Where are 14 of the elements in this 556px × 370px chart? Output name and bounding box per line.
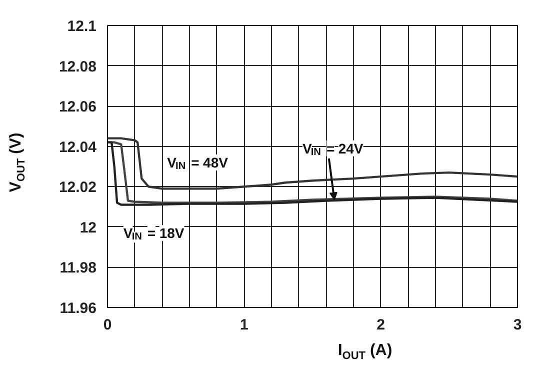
x-tick-label: 2 bbox=[376, 316, 386, 334]
y-tick-label: 12 bbox=[80, 219, 97, 236]
x-axis-title: I$_{OUT}$ (A) bbox=[336, 341, 394, 364]
y-tick-label: 11.96 bbox=[60, 300, 97, 317]
y-tick-label: 11.98 bbox=[60, 260, 97, 277]
line-series bbox=[108, 137, 518, 190]
y-tick-label: 12.02 bbox=[58, 179, 97, 196]
y-tick-label: 12.06 bbox=[58, 98, 97, 116]
x-tick-label: 0 bbox=[103, 316, 112, 334]
y-tick-label: 12.1 bbox=[67, 18, 97, 35]
y-tick-label: 12.08 bbox=[58, 58, 97, 76]
y-tick-label: 12.04 bbox=[58, 138, 98, 156]
x-tick-label: 3 bbox=[513, 316, 522, 334]
x-tick-label: 1 bbox=[240, 316, 248, 334]
